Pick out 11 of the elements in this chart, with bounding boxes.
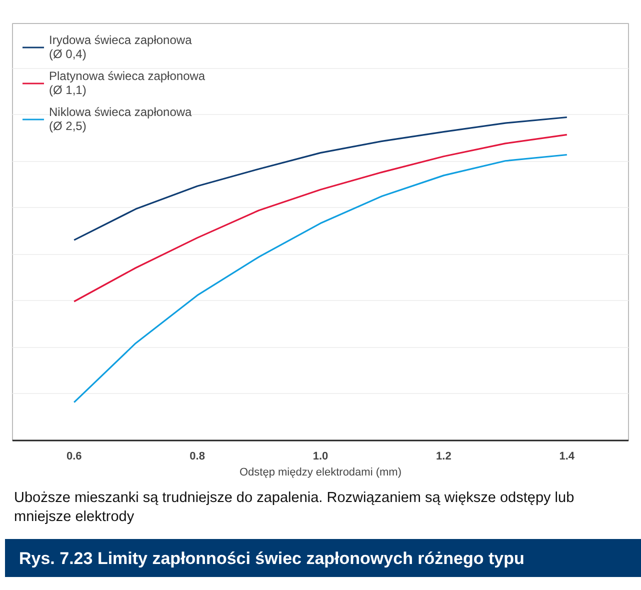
legend-label: Platynowa świeca zapłonowa (Ø 1,1) [49,69,206,97]
text: Rys. 7.23 Limity zapłonności świec zapłonowych różnego typu [19,548,524,570]
legend-label: Irydowa świeca zapłonowa (Ø 0,4) [49,33,192,61]
legend-label: Niklowa świeca zapłonowa (Ø 2,5) [49,105,192,133]
x-tick-label: 1.2 [436,450,452,462]
x-axis-title: Odstęp między elektrodami (mm) [240,466,402,478]
x-tick-label: 0.6 [66,450,82,462]
x-tick-label: 0.8 [190,450,205,462]
x-tick-label: 1.4 [559,450,576,462]
x-tick-label: 1.0 [312,450,328,462]
text: Uboższe mieszanki są trudniejsze do zapalenia. Rozwiązaniem są większe odstępy lub mniejsze elektrody [14,489,576,527]
